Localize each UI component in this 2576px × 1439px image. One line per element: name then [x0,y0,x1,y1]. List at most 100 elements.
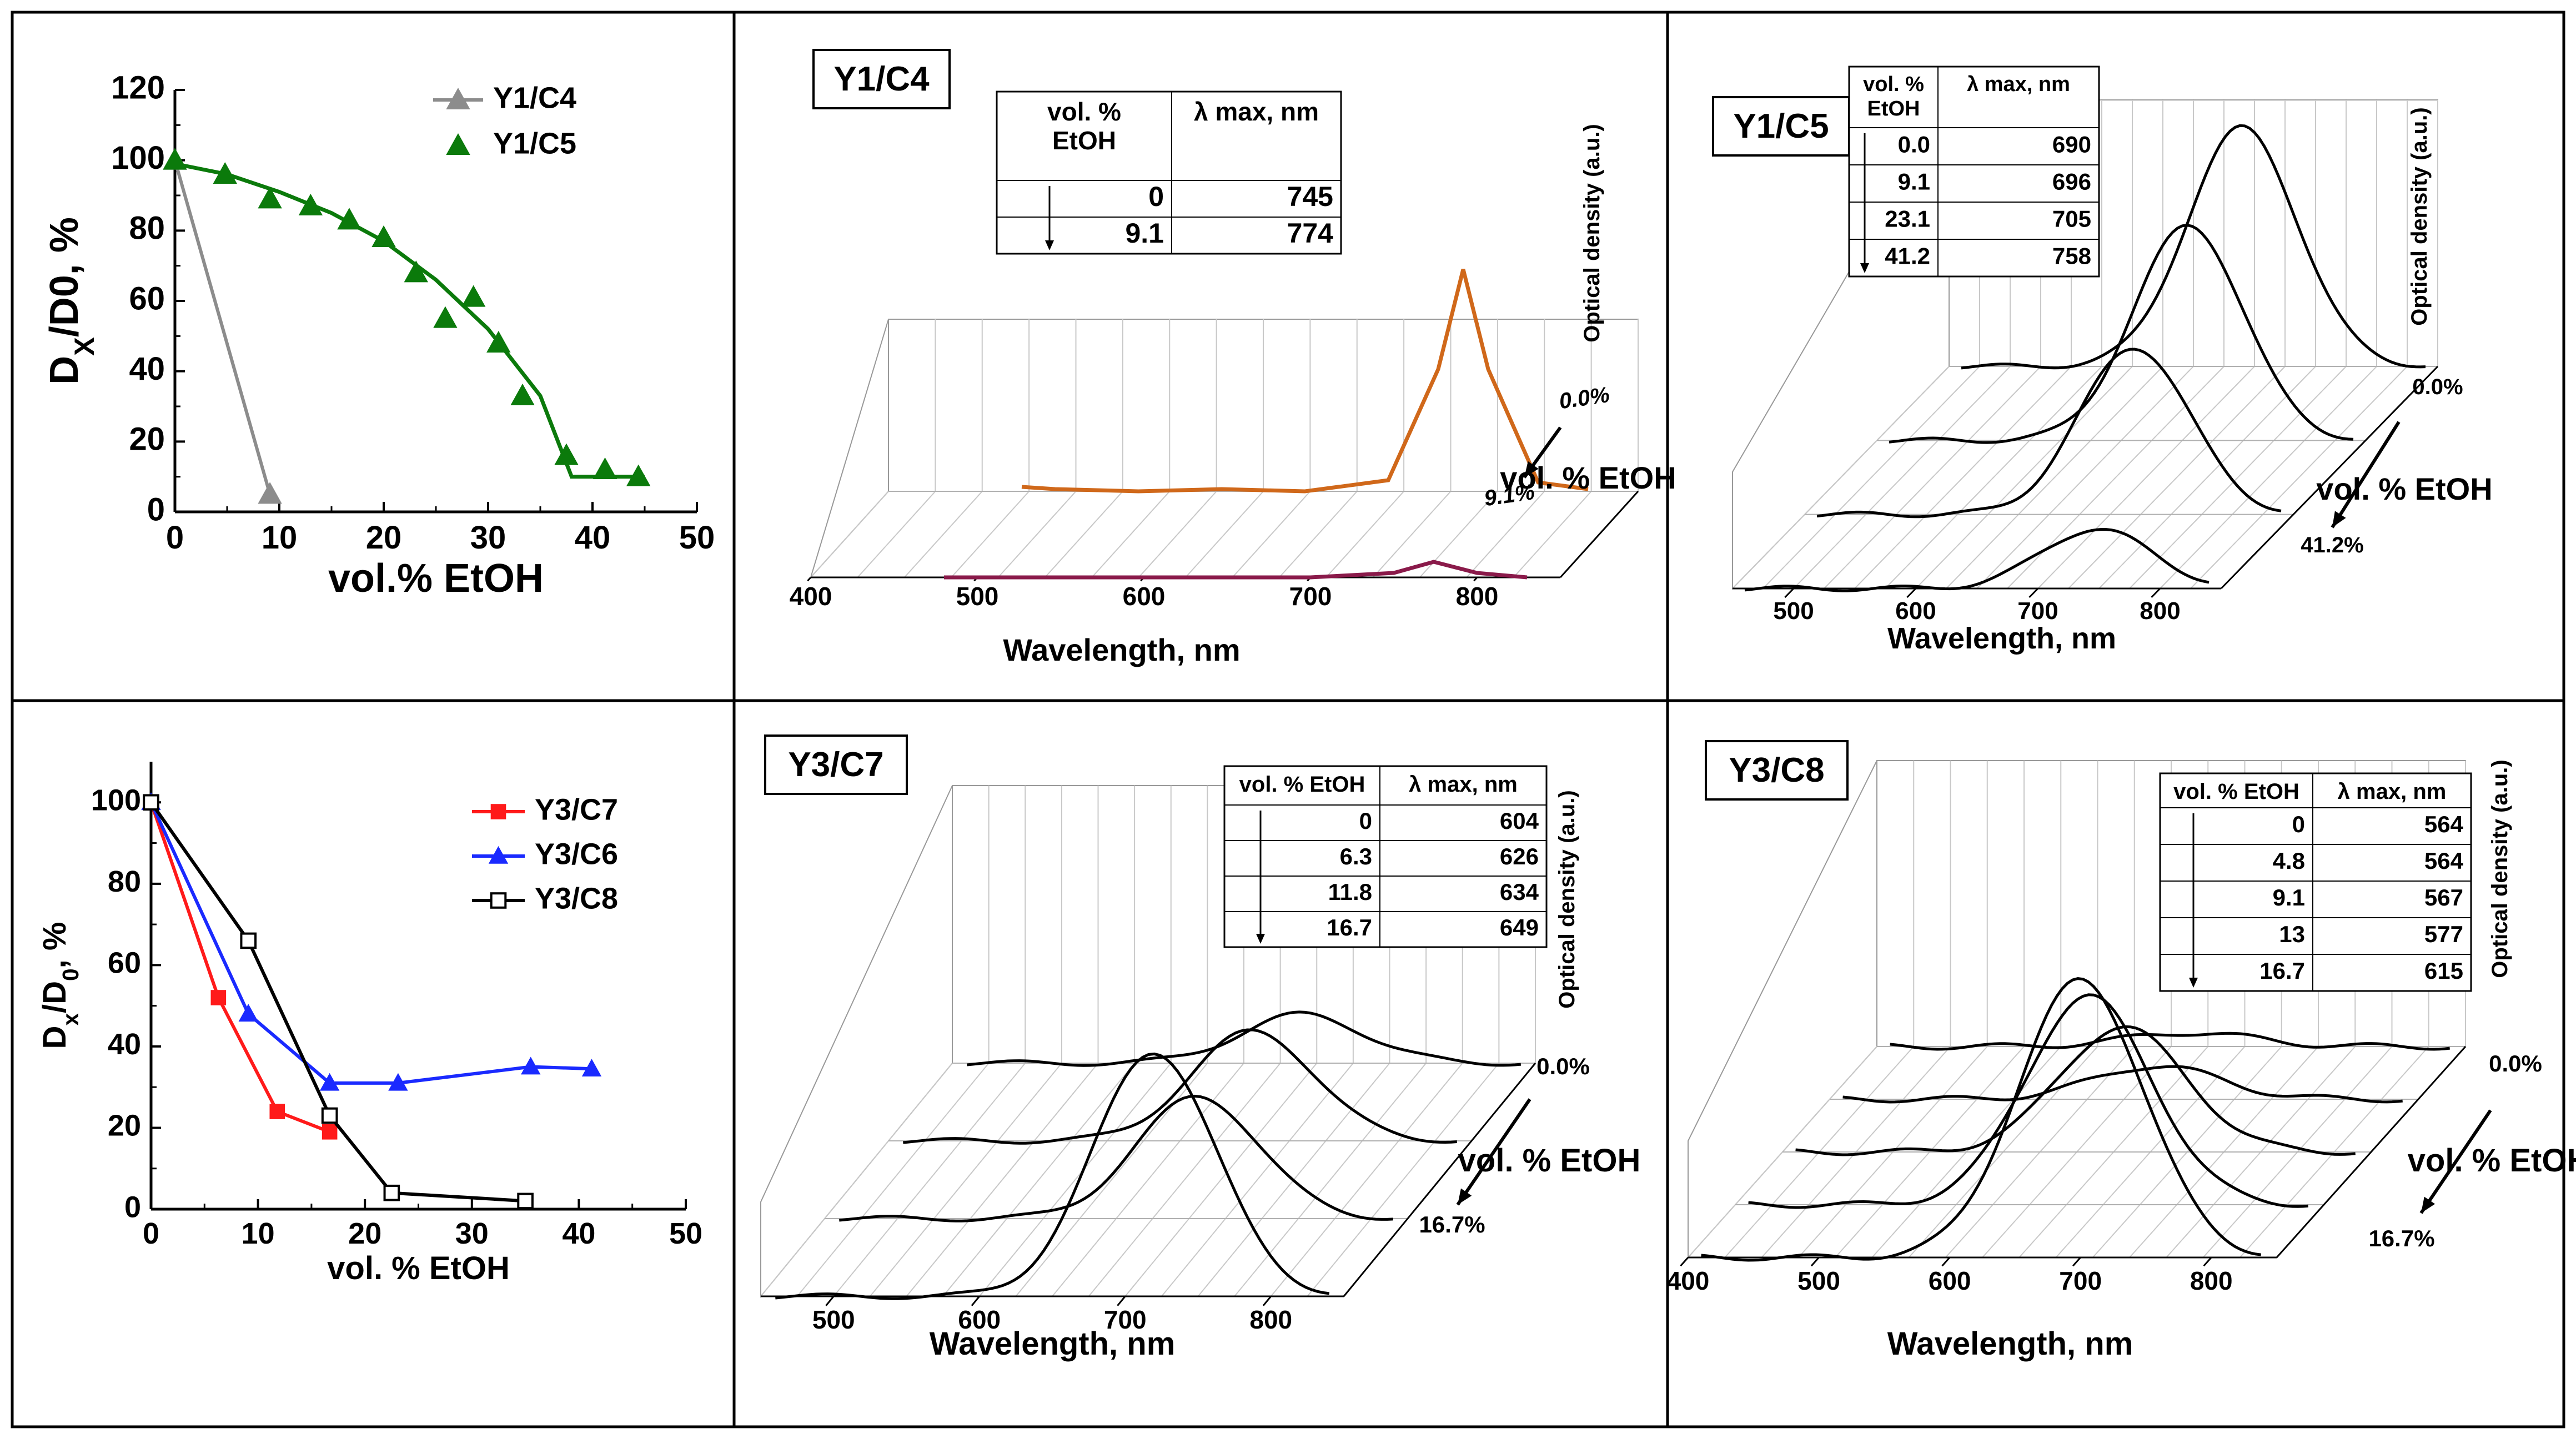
depth-axis-edge [1559,490,1639,578]
data-point [486,330,511,353]
legend-entry: Y1/C5 [446,127,576,160]
floor-gridline [1762,366,1980,589]
depth-axis-edge [1343,1063,1536,1297]
chart-y3c8-spectra: 400 500 600 700 800 Wavelength, nm 0.0% 16.7% vo… [1667,740,2576,1362]
spectrum-curve [967,1010,1522,1067]
data-point [298,193,323,215]
table-cell-lambda: 758 [2052,243,2091,269]
chart-y1c5-spectra: 500 600 700 800 Wavelength, nm 0.0% 41.2% vol. … [1712,66,2493,655]
wavelength-tick [971,1296,980,1306]
data-point [269,1104,285,1119]
x-tick-label: 10 [262,520,298,556]
data-point [433,306,458,328]
x-tick-label: 0 [143,1217,159,1250]
floor-gridline [1854,366,2072,589]
data-point [321,1107,338,1124]
data-point [510,383,535,405]
y-axis-label-part: /D [37,981,73,1013]
data-point [163,148,187,170]
table-arrow-head [1860,263,1869,273]
wavelength-tick [2151,587,2161,598]
spectrum-curve [1744,527,2210,592]
spectrum-curve [1795,1025,2356,1156]
data-point [258,482,282,504]
side-wall [810,319,889,578]
depth-axis-label: vol. % EtOH [1458,1143,1641,1179]
y-tick-label: 80 [108,865,141,898]
floor-gridline [1232,491,1311,578]
y-tick-label: 60 [108,947,141,980]
depth-end-label: 41.2% [2301,533,2363,557]
wavelength-tick-label: 700 [1289,582,1332,611]
wavelength-tick-label: 600 [1123,582,1166,611]
depth-arrow [2419,1109,2492,1214]
x-tick-label: 30 [455,1217,489,1250]
table-cell-lambda: 634 [1500,879,1539,905]
data-point [240,932,257,949]
data-point [383,1184,400,1201]
data-point [554,443,579,465]
table-arrow-head [2189,978,2198,988]
y-axis-label-part: D [37,1026,73,1049]
depth-end-label: 16.7% [1419,1211,1485,1237]
depth-axis-label: vol. % EtOH [2408,1143,2576,1179]
data-point [461,285,486,307]
data-point [337,208,361,230]
table-header-lambda: λ max, nm [1194,97,1319,126]
series-line [149,802,592,1085]
y-tick-label: 0 [124,1190,141,1224]
depth-axis-edge [2220,365,2439,590]
wavelength-tick [1784,587,1795,598]
table-header-etoh: vol. % EtOH [1239,772,1365,797]
legend-marker [446,133,470,155]
data-point [319,1073,340,1091]
floor-gridline [1088,1063,1281,1297]
wavelength-tick [807,576,812,582]
depth-arrow-head [2332,511,2346,527]
table-frame [1223,765,1548,948]
optical-density-label: Optical density (a.u.) [1580,124,1604,342]
depth-arrow [1456,1098,1531,1206]
depth-axis-edge [2276,1045,2467,1259]
floor-gridline [997,491,1077,578]
y-axis-label: Dx/D0, % [37,922,83,1049]
lambda-max-table: vol. % EtOH λ max, nm 0 604 6.3 626 11.8 634 16.… [1223,765,1548,948]
wavelength-tick [1941,1256,1951,1267]
y-tick-label: 100 [91,784,141,817]
table-header-lambda: λ max, nm [1409,772,1518,797]
floor-gridline [2129,366,2347,589]
lambda-max-table: vol. %EtOH λ max, nm 0.0 690 9.1 696 23.1 705 41… [1848,66,2100,278]
table-header-etoh: vol. % [1863,73,1924,96]
table-cell-etoh: 9.1 [1125,218,1164,249]
floor-gridline [810,491,889,578]
floor-gridline [1372,491,1452,578]
x-tick-label: 0 [166,520,184,556]
legend-entry: Y3/C6 [472,837,618,871]
wavelength-tick-label: 600 [1929,1266,1971,1295]
table-cell-etoh: 16.7 [1327,914,1372,940]
floor-gridline [1466,491,1545,578]
spectrum-curve [944,560,1528,580]
data-point [517,1193,534,1210]
floor-gridline [1307,1063,1500,1297]
depth-arrow-head [2421,1196,2436,1213]
floor-gridline [978,1063,1172,1297]
panel-borders [11,11,2565,1428]
wavelength-tick [825,1296,835,1306]
wavelength-tick-label: 400 [1667,1266,1710,1295]
wavelength-axis-label: Wavelength, nm [1003,632,1240,667]
spectrum-curve [1816,348,2282,519]
floor-gridline [951,491,1030,578]
floor-gridline [760,1063,953,1297]
floor-gridline [833,1063,1026,1297]
table-cell-etoh: 0 [1359,808,1372,834]
wavelength-tick [2203,1256,2212,1267]
y-tick-label: 0 [147,491,165,527]
table-cell-etoh: 0 [2292,811,2305,837]
table-cell-lambda: 696 [2052,169,2091,195]
table-cell-lambda: 615 [2424,958,2463,984]
wavelength-tick-label: 500 [956,582,999,611]
optical-density-label: Optical density (a.u.) [1555,790,1579,1008]
